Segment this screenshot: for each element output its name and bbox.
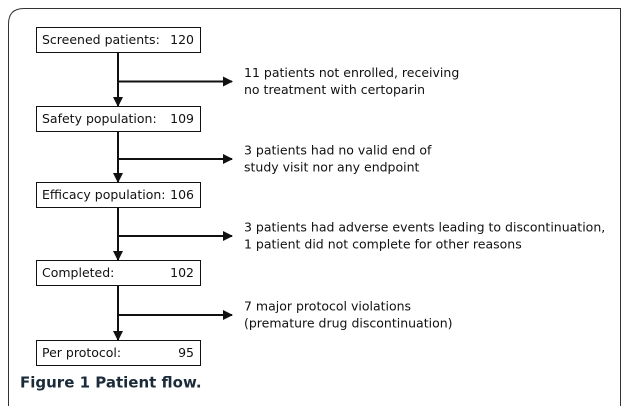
node-label: Completed: — [42, 265, 114, 280]
frame — [8, 8, 621, 406]
exclusion-text: 7 major protocol violations — [244, 299, 411, 314]
node-label: Safety population: — [42, 111, 157, 126]
node-label: Per protocol: — [42, 345, 121, 360]
exclusion-text: 1 patient did not complete for other rea… — [244, 237, 522, 252]
node-count: 120 — [170, 32, 194, 47]
node-count: 106 — [170, 187, 194, 202]
node-count: 109 — [170, 111, 194, 126]
node-box — [36, 260, 201, 286]
node-label: Screened patients: — [42, 32, 160, 47]
exclusion-text: 3 patients had adverse events leading to… — [244, 220, 605, 235]
exclusion-text: (premature drug discontinuation) — [244, 316, 453, 331]
node-box — [36, 340, 201, 366]
node-box — [36, 27, 201, 53]
node-box — [36, 106, 201, 132]
node-box — [36, 182, 201, 208]
node-count: 102 — [170, 265, 194, 280]
node-label: Efficacy population: — [42, 187, 166, 202]
exclusion-text: 11 patients not enrolled, receiving — [244, 65, 459, 80]
exclusion-text: no treatment with certoparin — [244, 82, 425, 97]
node-count: 95 — [178, 345, 194, 360]
exclusion-text: study visit nor any endpoint — [244, 160, 420, 175]
exclusion-text: 3 patients had no valid end of — [244, 143, 432, 158]
caption: Figure 1 Patient flow. — [20, 374, 202, 392]
